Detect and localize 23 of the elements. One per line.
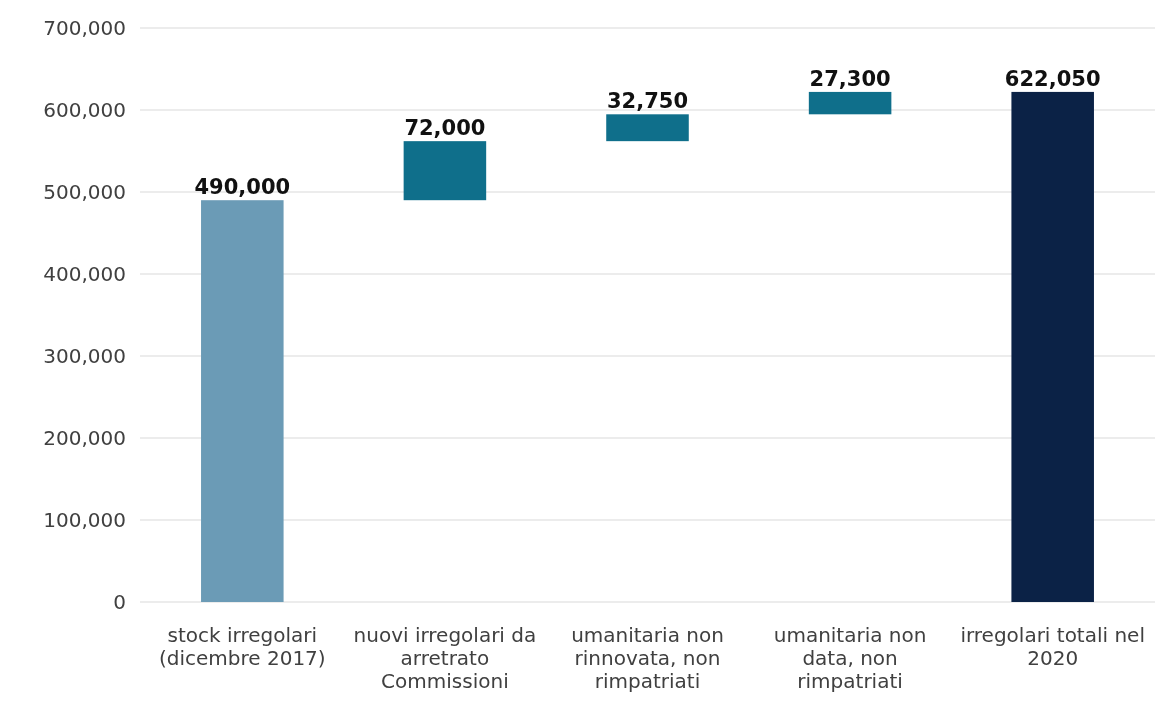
y-tick-label: 400,000	[43, 261, 126, 286]
bar	[201, 200, 284, 602]
data-label: 622,050	[1004, 66, 1101, 91]
x-tick-label: umanitaria non data, non rimpatriati	[773, 623, 927, 693]
y-tick-label: 0	[113, 589, 126, 614]
x-tick-label: irregolari totali nel 2020	[960, 623, 1145, 670]
data-label: 490,000	[194, 175, 291, 200]
data-label: 72,000	[404, 116, 486, 141]
y-tick-label: 700,000	[43, 15, 126, 40]
y-tick-label: 100,000	[43, 507, 126, 532]
bar	[808, 91, 892, 115]
data-label: 27,300	[809, 66, 891, 91]
y-tick-label: 500,000	[43, 179, 126, 204]
bar	[403, 141, 487, 201]
data-label: 32,750	[606, 89, 689, 114]
y-tick-label: 200,000	[43, 425, 126, 450]
y-tick-label: 300,000	[43, 343, 126, 368]
x-tick-label: umanitaria non rinnovata, non rimpatriati	[571, 623, 724, 693]
bar	[606, 114, 689, 142]
x-tick-label: stock irregolari (dicembre 2017)	[158, 623, 326, 670]
x-tick-label: nuovi irregolari da arretrato Commissioni	[353, 623, 537, 693]
y-tick-label: 600,000	[43, 97, 126, 122]
bar	[1011, 91, 1094, 602]
